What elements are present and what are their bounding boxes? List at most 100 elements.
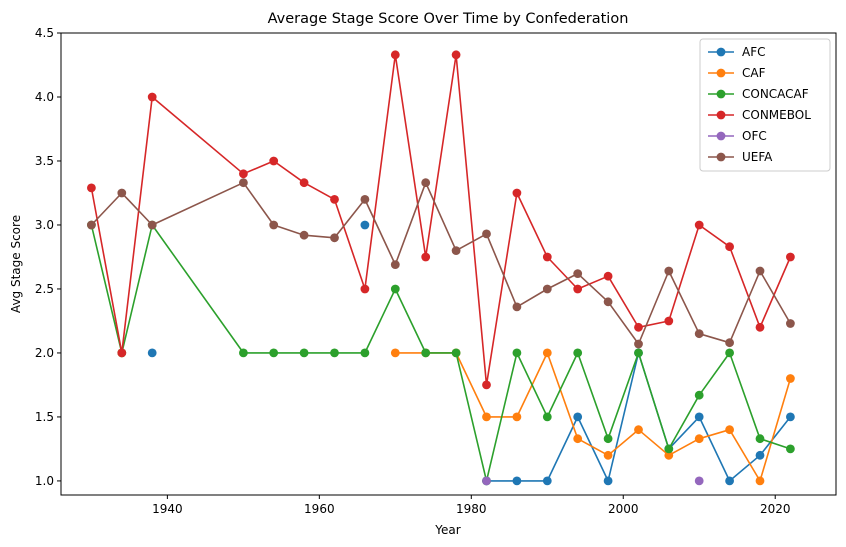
data-point-afc: [573, 412, 583, 422]
data-point-uefa: [482, 229, 491, 239]
x-tick-label: 1960: [304, 502, 335, 516]
data-point-concacaf: [390, 284, 400, 294]
legend-label: CAF: [742, 66, 766, 80]
data-point-caf: [603, 450, 613, 460]
legend-swatch-marker: [716, 110, 726, 120]
data-point-conmebol: [390, 50, 400, 60]
series-ofc: [482, 476, 704, 486]
data-point-conmebol: [482, 380, 491, 390]
x-tick-label: 2020: [760, 502, 791, 516]
legend-swatch-marker: [716, 47, 726, 57]
data-point-afc: [603, 476, 613, 486]
legend-label: AFC: [742, 45, 766, 59]
data-point-conmebol: [117, 348, 127, 358]
data-point-uefa: [269, 220, 279, 230]
legend-label: CONCACAF: [742, 87, 809, 101]
legend-swatch-marker: [716, 131, 726, 141]
data-point-caf: [634, 425, 643, 435]
data-point-conmebol: [786, 252, 795, 262]
data-point-afc: [786, 412, 795, 422]
data-point-uefa: [239, 178, 248, 188]
data-point-caf: [512, 412, 522, 422]
data-point-conmebol: [87, 183, 96, 193]
data-point-uefa: [87, 220, 96, 230]
plot-area: [60, 32, 837, 496]
data-point-concacaf: [239, 348, 248, 358]
data-point-afc: [694, 412, 704, 422]
legend-label: UEFA: [742, 150, 773, 164]
data-point-conmebol: [603, 271, 613, 281]
y-tick-label: 2.5: [35, 282, 54, 296]
data-point-uefa: [117, 188, 127, 198]
data-point-conmebol: [542, 252, 552, 262]
data-point-caf: [482, 412, 491, 422]
data-point-uefa: [634, 339, 643, 349]
series-layer: [87, 50, 795, 486]
data-point-concacaf: [421, 348, 431, 358]
data-point-concacaf: [542, 412, 552, 422]
data-point-uefa: [512, 302, 522, 312]
series-concacaf: [87, 220, 795, 486]
data-point-afc: [512, 476, 522, 486]
data-point-conmebol: [451, 50, 461, 60]
data-point-conmebol: [634, 322, 643, 332]
data-point-concacaf: [755, 434, 765, 444]
data-point-concacaf: [694, 390, 704, 400]
data-point-conmebol: [512, 188, 522, 198]
data-point-uefa: [725, 338, 734, 348]
data-point-conmebol: [725, 242, 734, 252]
data-point-uefa: [147, 220, 157, 230]
data-point-concacaf: [634, 348, 643, 358]
data-point-caf: [786, 374, 795, 383]
data-point-uefa: [299, 230, 309, 240]
legend-swatch-marker: [716, 68, 726, 78]
legend-item-concacaf: CONCACAF: [708, 87, 809, 101]
data-point-conmebol: [664, 316, 674, 326]
data-point-conmebol: [299, 178, 309, 188]
legend-item-uefa: UEFA: [708, 150, 773, 164]
legend-label: OFC: [742, 129, 767, 143]
data-point-afc: [360, 220, 370, 230]
x-tick-label: 1940: [152, 502, 183, 516]
data-point-concacaf: [512, 348, 522, 358]
legend-swatch-marker: [716, 89, 726, 99]
data-point-caf: [755, 476, 765, 486]
series-line-conmebol: [90, 53, 792, 386]
data-point-concacaf: [269, 348, 279, 358]
data-point-conmebol: [239, 169, 248, 179]
data-point-conmebol: [269, 156, 279, 166]
x-tick-label: 2000: [608, 502, 639, 516]
data-point-concacaf: [360, 348, 370, 358]
data-point-afc: [147, 348, 157, 358]
data-point-concacaf: [299, 348, 309, 358]
data-point-uefa: [573, 269, 583, 278]
data-point-uefa: [603, 297, 613, 307]
legend-item-afc: AFC: [708, 45, 766, 59]
data-point-uefa: [390, 260, 400, 269]
data-point-ofc: [694, 476, 704, 486]
data-point-concacaf: [603, 434, 613, 444]
y-tick-label: 4.5: [35, 26, 54, 40]
legend-label: CONMEBOL: [742, 108, 811, 122]
x-axis-title: Year: [434, 523, 460, 537]
data-point-uefa: [694, 329, 704, 339]
data-point-conmebol: [573, 284, 583, 294]
data-point-uefa: [542, 284, 552, 294]
data-point-concacaf: [725, 348, 734, 358]
legend-item-caf: CAF: [708, 66, 766, 80]
data-point-afc: [542, 476, 552, 486]
plot-frame: [60, 32, 837, 496]
y-axis-title: Avg Stage Score: [9, 215, 23, 313]
data-point-uefa: [451, 246, 461, 256]
y-tick-label: 3.5: [35, 154, 54, 168]
series-uefa: [87, 178, 795, 349]
legend-box: [699, 38, 831, 172]
data-point-uefa: [360, 195, 370, 204]
data-point-caf: [664, 450, 674, 460]
data-point-conmebol: [360, 284, 370, 294]
data-point-concacaf: [664, 444, 674, 454]
data-point-concacaf: [451, 348, 461, 358]
data-point-caf: [694, 434, 704, 444]
legend-item-conmebol: CONMEBOL: [708, 108, 811, 122]
